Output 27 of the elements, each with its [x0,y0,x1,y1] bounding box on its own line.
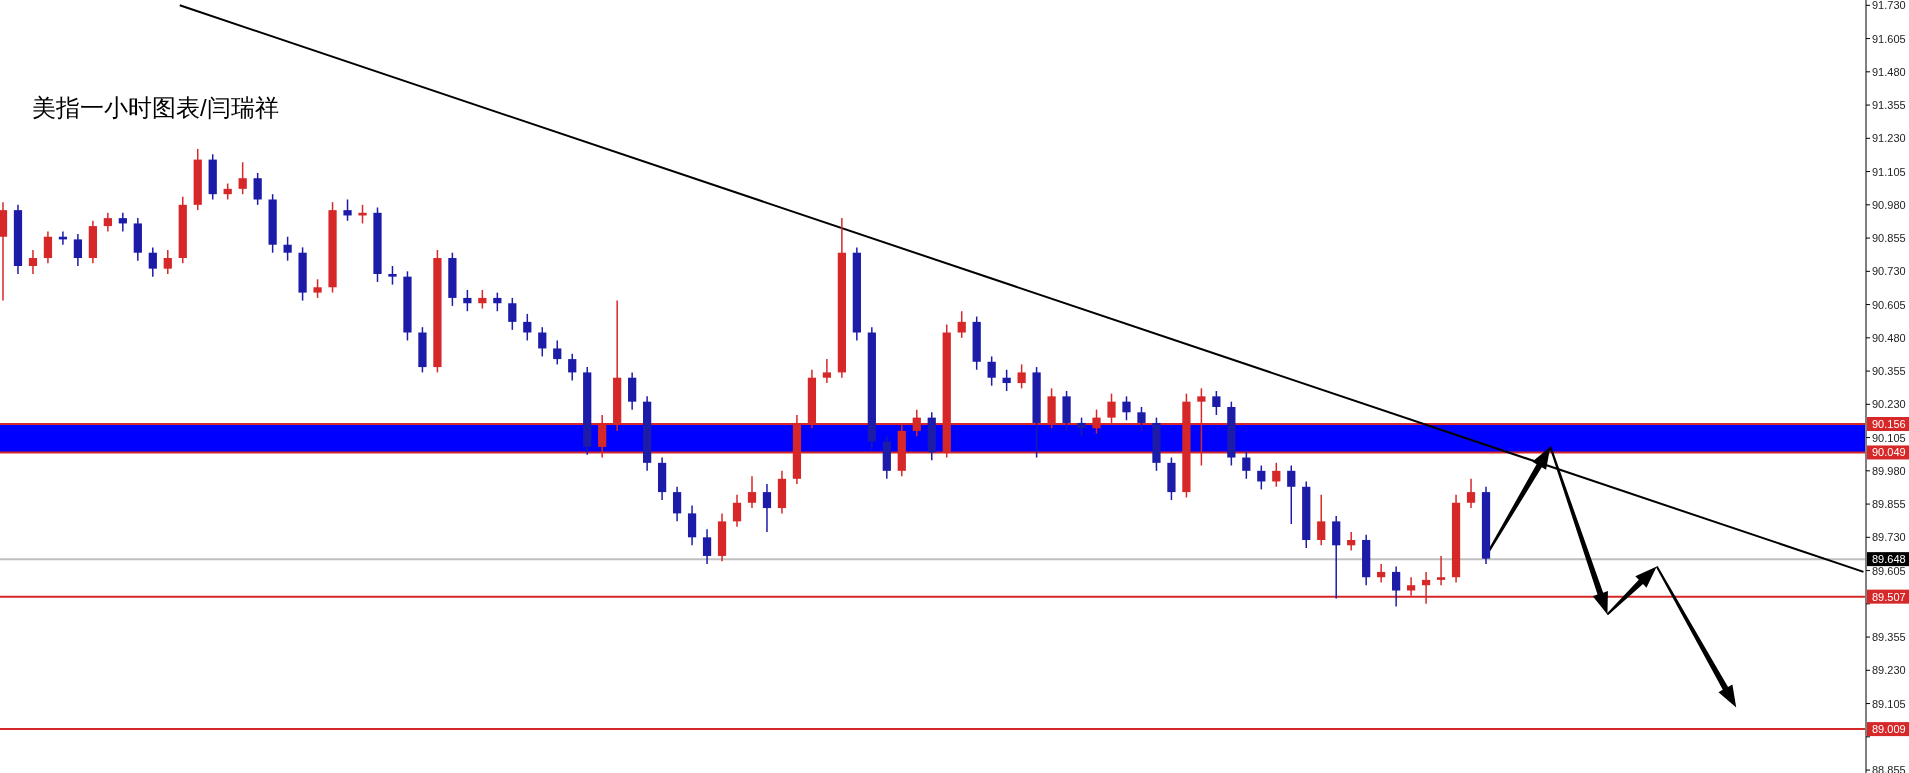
y-tick-label: 90.855 [1872,232,1906,245]
y-tick-label: 90.355 [1872,365,1906,378]
ref-line-label: 90.049 [1872,446,1906,459]
y-tick-label: 91.480 [1872,65,1906,78]
y-tick-label: 91.605 [1872,32,1906,45]
y-tick-label: 91.355 [1872,99,1906,112]
ref-line-label: 89.009 [1872,723,1906,736]
ref-line-label: 89.507 [1872,590,1906,603]
y-tick-label: 91.730 [1872,0,1906,12]
y-tick-label: 90.980 [1872,198,1906,211]
y-tick-label: 89.605 [1872,564,1906,577]
y-tick-label: 90.480 [1872,331,1906,344]
y-tick-label: 89.980 [1872,464,1906,477]
y-tick-label: 89.355 [1872,631,1906,644]
ref-line-label: 89.648 [1872,553,1906,566]
title: 美指一小时图表/闫瑞祥 [32,94,279,121]
ref-line-label: 90.156 [1872,418,1906,431]
y-tick-label: 89.105 [1872,697,1906,710]
y-tick-label: 91.230 [1872,132,1906,145]
y-tick-label: 89.855 [1872,498,1906,511]
y-tick-label: 90.605 [1872,298,1906,311]
y-tick-label: 89.730 [1872,531,1906,544]
y-tick-label: 90.730 [1872,265,1906,278]
y-tick-label: 90.230 [1872,398,1906,411]
y-tick-label: 89.230 [1872,664,1906,677]
y-tick-label: 91.105 [1872,165,1906,178]
y-tick-label: 90.105 [1872,431,1906,444]
